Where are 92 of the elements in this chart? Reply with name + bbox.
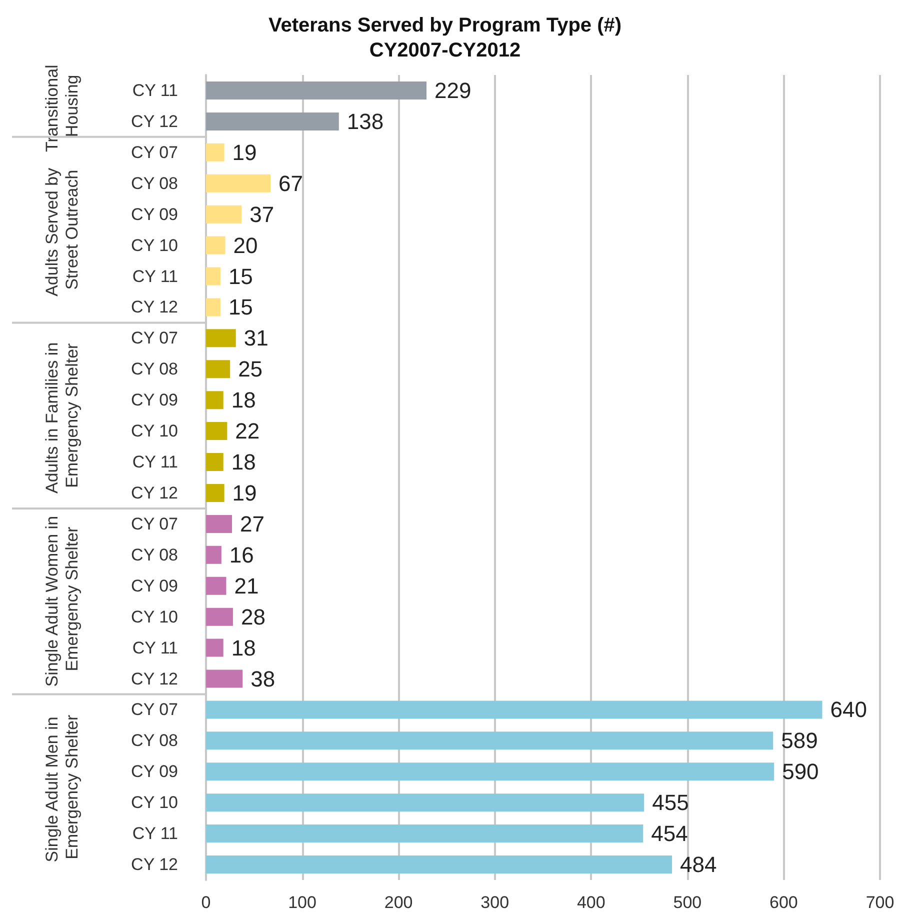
data-label: 15 bbox=[228, 264, 253, 289]
data-label: 25 bbox=[238, 356, 263, 382]
data-label: 15 bbox=[228, 294, 253, 320]
x-tick-label: 0 bbox=[201, 893, 211, 912]
y-tick-label: CY 07 bbox=[131, 142, 178, 162]
bar bbox=[206, 576, 226, 595]
y-tick-label: CY 09 bbox=[131, 762, 178, 782]
bar bbox=[206, 360, 230, 378]
chart-title: Veterans Served by Program Type (#) CY2007-CY2012 bbox=[268, 14, 622, 62]
y-tick-label: CY 08 bbox=[131, 731, 178, 750]
y-tick-label: CY 11 bbox=[132, 266, 178, 286]
data-label: 589 bbox=[781, 728, 818, 754]
bar bbox=[206, 453, 224, 472]
bar bbox=[206, 329, 236, 348]
y-tick-label: CY 08 bbox=[131, 360, 178, 379]
bar bbox=[206, 824, 644, 843]
y-tick-label: CY 10 bbox=[131, 607, 178, 626]
y-tick-label: CY 10 bbox=[131, 236, 178, 255]
y-tick-label: CY 08 bbox=[131, 545, 178, 564]
data-label: 18 bbox=[231, 388, 256, 413]
bar bbox=[206, 236, 226, 254]
x-tick-label: 200 bbox=[384, 893, 413, 912]
x-tick-label: 100 bbox=[288, 893, 316, 912]
x-tick-label: 300 bbox=[480, 893, 510, 912]
bar bbox=[206, 267, 220, 286]
data-label: 484 bbox=[680, 852, 717, 878]
data-label: 455 bbox=[652, 790, 689, 816]
data-label: 640 bbox=[830, 697, 867, 722]
text: Single Adult Women in Emergency Shelter bbox=[42, 516, 82, 687]
bar bbox=[206, 422, 228, 440]
x-tick-label: 700 bbox=[866, 893, 894, 912]
y-tick-label: CY 09 bbox=[131, 390, 178, 410]
data-label: 138 bbox=[346, 108, 384, 134]
bar bbox=[206, 670, 243, 688]
bar bbox=[206, 81, 426, 100]
y-tick-label: CY 12 bbox=[131, 855, 178, 874]
data-label: 37 bbox=[250, 202, 274, 227]
y-tick-label: CY 12 bbox=[131, 112, 178, 131]
bar bbox=[206, 298, 220, 316]
text: Transitional Housing bbox=[42, 60, 82, 152]
text: Adults in Families in Emergency Shelter bbox=[42, 338, 82, 494]
bar bbox=[206, 205, 242, 224]
x-tick-label: 400 bbox=[576, 893, 606, 912]
data-label: 28 bbox=[240, 604, 266, 630]
data-label: 27 bbox=[240, 511, 264, 536]
y-tick-label: CY 12 bbox=[131, 669, 178, 688]
y-tick-label: CY 10 bbox=[131, 422, 178, 441]
y-tick-label: CY 11 bbox=[132, 80, 178, 100]
bar bbox=[206, 143, 224, 162]
data-label: 18 bbox=[231, 635, 256, 660]
text: Single Adult Men in Emergency Shelter bbox=[42, 712, 82, 862]
text: Adults Served by Street Outreach bbox=[42, 163, 82, 296]
bar bbox=[206, 794, 644, 812]
y-tick-label: CY 11 bbox=[132, 824, 178, 844]
y-tick-label: CY 08 bbox=[131, 174, 178, 193]
data-label: 229 bbox=[434, 78, 472, 103]
data-label: 590 bbox=[782, 759, 819, 784]
bar bbox=[206, 546, 222, 564]
bar bbox=[206, 608, 233, 626]
y-tick-label: CY 07 bbox=[131, 328, 178, 348]
data-label: 38 bbox=[250, 666, 276, 692]
x-tick-label: 600 bbox=[770, 893, 798, 912]
y-tick-label: CY 07 bbox=[131, 514, 178, 534]
bar bbox=[206, 638, 224, 657]
y-tick-label: CY 09 bbox=[131, 576, 178, 596]
data-label: 67 bbox=[278, 170, 303, 196]
y-tick-label: CY 10 bbox=[131, 793, 178, 812]
bar bbox=[206, 732, 774, 750]
bar bbox=[206, 762, 774, 781]
y-tick-label: CY 11 bbox=[132, 452, 178, 472]
bar bbox=[206, 514, 232, 533]
data-label: 21 bbox=[234, 573, 259, 598]
data-label: 20 bbox=[233, 232, 258, 258]
data-label: 19 bbox=[232, 480, 257, 506]
data-label: 31 bbox=[244, 326, 268, 351]
data-label: 19 bbox=[232, 140, 257, 165]
y-tick-label: CY 12 bbox=[131, 298, 178, 317]
y-tick-label: CY 09 bbox=[131, 204, 178, 224]
y-tick-label: CY 11 bbox=[132, 638, 178, 658]
x-tick-label: 500 bbox=[673, 893, 702, 912]
y-tick-label: CY 12 bbox=[131, 483, 178, 502]
bar bbox=[206, 700, 822, 719]
y-tick-label: CY 07 bbox=[131, 700, 178, 720]
bar bbox=[206, 856, 672, 874]
data-label: 22 bbox=[235, 418, 260, 444]
bar bbox=[206, 112, 339, 130]
bar bbox=[206, 391, 224, 410]
bar bbox=[206, 484, 224, 502]
data-label: 18 bbox=[231, 450, 256, 475]
data-label: 16 bbox=[229, 542, 254, 568]
data-label: 454 bbox=[651, 821, 688, 846]
bar bbox=[206, 174, 271, 192]
